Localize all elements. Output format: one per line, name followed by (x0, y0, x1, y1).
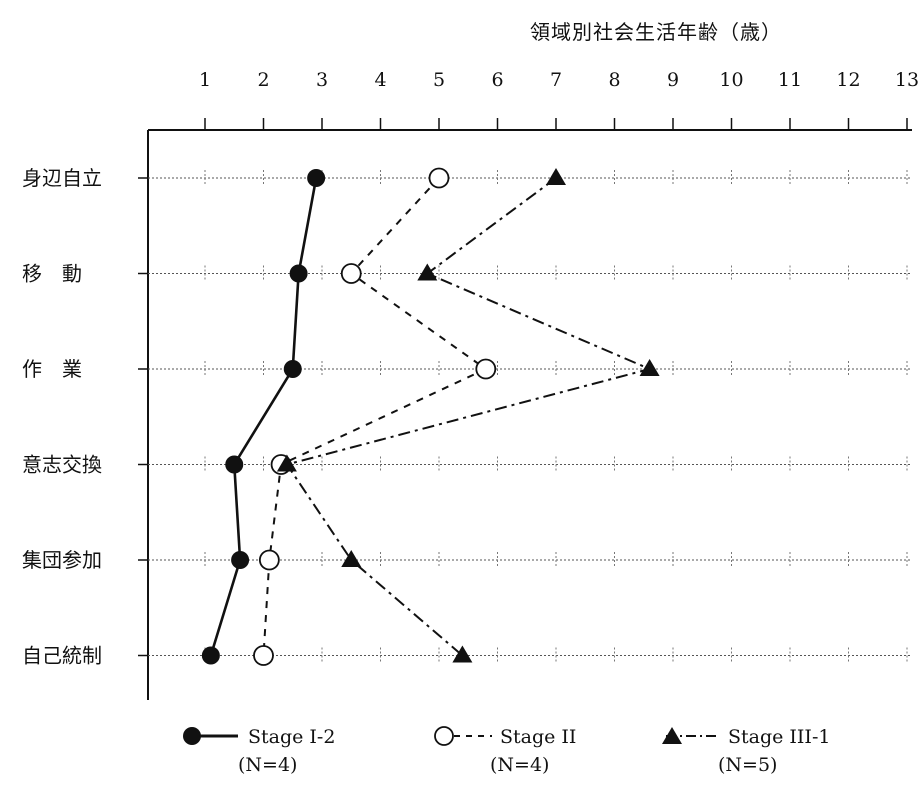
data-point (283, 360, 302, 378)
data-point (340, 263, 362, 284)
data-point (452, 645, 473, 663)
category-label: 作 業 (22, 357, 82, 381)
x-tick-label: 13 (895, 69, 919, 91)
data-point (639, 359, 660, 376)
category-label: 集団参加 (22, 548, 102, 572)
legend-label: Stage II (500, 726, 577, 748)
x-tick-label: 8 (608, 69, 620, 91)
category-label: 移 動 (22, 262, 82, 286)
x-tick-label: 11 (778, 69, 802, 91)
data-point (289, 264, 308, 283)
data-point (428, 167, 450, 189)
series-line-1 (262, 177, 488, 656)
x-tick-label: 5 (433, 69, 445, 91)
data-point (201, 646, 220, 665)
category-label: 自己統制 (22, 644, 102, 668)
data-point (276, 454, 297, 472)
x-tick-label: 7 (550, 69, 562, 91)
data-point (475, 358, 497, 380)
data-point (225, 455, 244, 474)
legend-label: Stage III-1 (728, 726, 831, 748)
legend-label: Stage I-2 (248, 726, 336, 748)
category-label: 意志交換 (22, 453, 102, 477)
data-point (307, 169, 326, 187)
legend-marker-filled-circle (183, 727, 238, 745)
data-point (253, 645, 274, 666)
legend-n: (N=4) (490, 754, 550, 776)
x-tick-label: 3 (316, 69, 328, 91)
data-point (546, 168, 566, 185)
legend-marker-filled-triangle (662, 727, 720, 744)
x-axis-title: 領域別社会生活年齢（歳） (530, 20, 782, 44)
x-tick-label: 12 (836, 69, 860, 91)
data-point (341, 550, 362, 567)
legend-marker-open-circle (434, 726, 492, 746)
x-tick-label: 1 (199, 69, 211, 91)
category-label: 身辺自立 (22, 166, 102, 190)
x-tick-label: 6 (491, 69, 503, 91)
legend-n: (N=5) (718, 754, 778, 776)
data-point (258, 549, 280, 571)
x-tick-label: 4 (374, 69, 386, 91)
legend-n: (N=4) (238, 754, 298, 776)
x-tick-label: 9 (667, 69, 679, 91)
series-line-2 (285, 177, 653, 657)
x-tick-label: 10 (719, 69, 743, 91)
x-tick-label: 2 (257, 69, 269, 91)
data-point (231, 551, 250, 569)
data-point (417, 263, 438, 281)
series-line-0 (209, 177, 318, 656)
